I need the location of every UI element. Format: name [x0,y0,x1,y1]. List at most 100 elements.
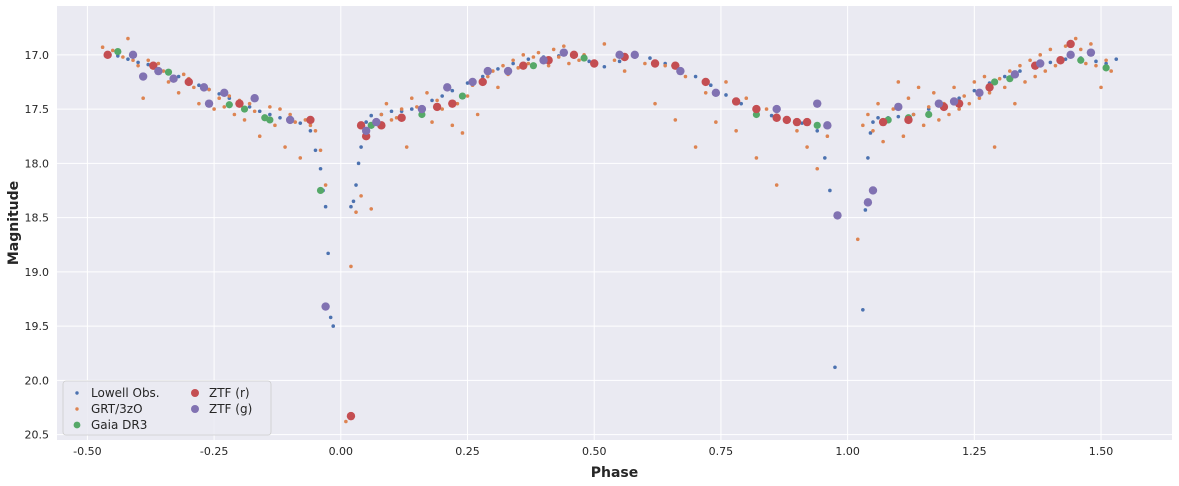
data-point [921,123,926,128]
data-point [440,107,444,111]
series-grt-3zo [100,36,1113,424]
data-point [176,74,181,79]
data-point [478,77,487,87]
data-point [303,118,308,122]
data-point [323,183,328,187]
data-point [496,85,500,90]
y-tick-label: 19.0 [25,266,50,279]
data-point [1077,56,1085,64]
data-point [425,91,429,95]
x-tick-label: -0.25 [200,445,228,458]
data-point [855,237,860,242]
data-point [110,48,115,53]
legend-marker [191,405,199,413]
data-point [833,211,842,220]
data-point [904,115,913,125]
data-point [711,88,721,98]
data-point [458,92,467,100]
data-point [734,128,738,133]
data-point [1008,69,1012,73]
data-point [693,145,698,149]
y-axis-ticks: 17.0 17.5 18.0 18.5 19.0 19.5 20.0 20.5 [25,49,50,442]
legend-item: Gaia DR3 [73,418,147,432]
x-axis-ticks: -0.50 -0.25 0.00 0.25 0.50 0.75 1.00 1.25 1.50 [73,445,1113,458]
data-point [450,88,455,93]
data-point [1094,63,1098,68]
data-point [331,324,336,328]
data-point [1018,63,1022,68]
data-point [536,50,541,55]
data-point [901,134,906,138]
data-point [430,98,434,103]
legend-item: ZTF (g) [191,402,252,416]
data-point [612,58,617,63]
data-point [511,58,515,63]
data-point [268,112,272,117]
data-point [121,55,125,59]
data-point [394,115,399,120]
data-point [671,61,680,70]
y-tick-label: 20.5 [25,429,50,442]
data-point [369,113,374,118]
data-point [673,118,678,122]
data-point [222,105,227,109]
data-point [409,107,414,111]
data-point [480,74,485,79]
data-point [430,120,434,124]
data-point [1048,60,1053,65]
data-point [952,85,956,90]
data-point [683,74,688,79]
legend-item: ZTF (r) [191,386,250,400]
data-point [516,66,521,70]
data-point [483,66,492,76]
data-point [868,131,873,135]
data-point [792,117,802,127]
data-point [268,105,272,109]
data-point [359,194,363,198]
data-point [306,115,315,125]
data-point [440,94,444,98]
legend-item: Lowell Obs. [75,386,160,400]
data-point [164,68,173,76]
data-point [876,115,880,120]
data-point [1099,85,1103,90]
data-point [567,61,571,66]
data-point [131,58,135,63]
data-point [349,204,353,209]
data-point [813,99,822,108]
data-point [384,101,389,106]
data-point [782,115,792,125]
data-point [225,101,233,109]
data-point [934,99,944,108]
data-point [235,99,244,108]
data-point [346,411,356,421]
data-point [399,107,404,111]
data-point [138,72,148,81]
data-point [197,101,201,106]
data-point [379,112,384,117]
data-point [181,72,186,77]
data-point [991,78,999,86]
data-point [891,107,896,111]
data-point [1114,57,1119,61]
legend-marker [73,421,81,429]
data-point [957,96,961,101]
data-point [468,77,477,87]
data-point [100,45,105,50]
data-point [1104,58,1108,63]
data-point [962,94,967,98]
data-point [925,110,933,119]
data-point [247,105,252,109]
data-point [863,198,873,207]
legend-marker [191,389,199,397]
data-point [298,156,303,160]
data-point [1002,85,1007,90]
data-point [511,61,515,66]
data-point [833,365,837,370]
x-tick-label: 0.75 [709,445,734,458]
data-point [580,54,588,62]
data-point [813,121,821,129]
data-point [972,88,977,93]
data-point [328,315,333,320]
